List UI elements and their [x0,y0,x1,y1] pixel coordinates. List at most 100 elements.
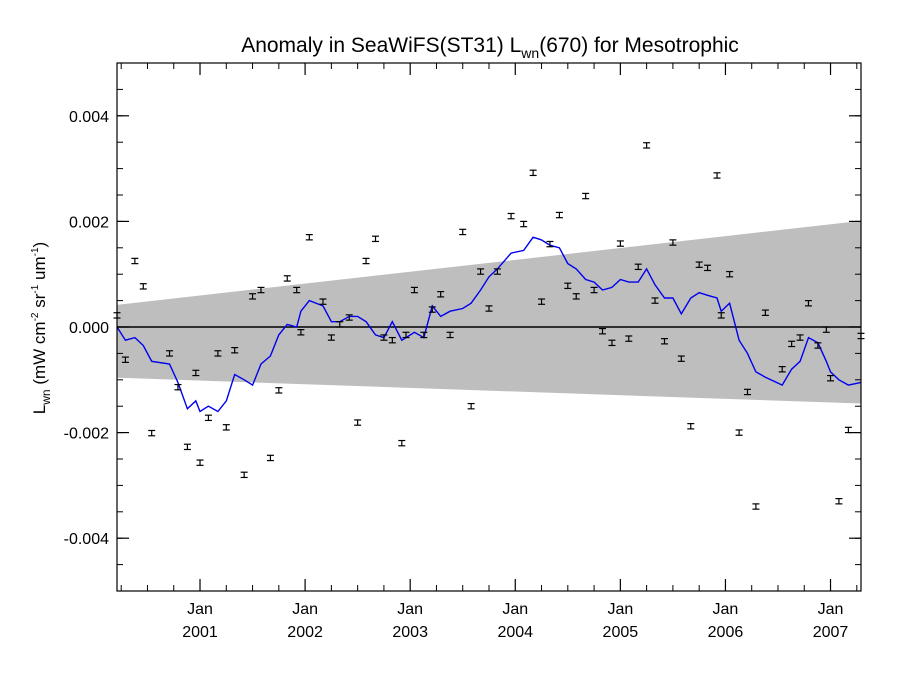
data-point [345,314,353,321]
data-point [814,342,822,349]
running-mean-layer [116,236,862,413]
chart-title: Anomaly in SeaWiFS(ST31) Lwn(670) for Me… [241,34,739,61]
data-point [410,286,418,294]
data-point [704,264,712,272]
y-tick-labels: 0.004 0.002 0.000 -0.002 -0.004 [64,109,109,548]
data-point [388,336,396,344]
data-point [572,293,580,300]
uncertainty-band [117,220,861,404]
x-tick-labels: Jan 2001 Jan 2002 Jan 2003 Jan 2004 Jan 2005 Jan 20… [182,601,848,641]
running-mean-line [116,236,862,413]
data-point [428,306,436,313]
data-point [131,257,139,265]
data-point [283,275,291,282]
data-point [608,339,616,347]
data-point [744,388,752,396]
data-point [485,305,493,312]
data-point [166,350,174,357]
data-point [305,234,313,241]
y-tick-label: 0.002 [69,214,109,231]
data-point [336,321,344,328]
data-point [788,340,796,348]
data-point [520,220,528,228]
data-point [717,312,725,319]
data-point [555,211,563,219]
data-point [726,270,734,278]
data-point [493,268,501,275]
data-point [380,334,388,341]
y-tick-label: -0.004 [64,531,109,548]
data-point [402,331,410,339]
y-tick-label: 0.004 [69,109,109,126]
data-point [354,419,362,426]
data-point [529,169,537,177]
data-point [327,334,335,341]
data-point [598,327,606,335]
data-point [446,331,454,339]
data-points-layer [113,142,865,510]
data-point [139,283,147,290]
x-tick-label-month: Jan [713,601,739,618]
x-tick-label-month: Jan [502,601,528,618]
data-point [643,142,651,149]
y-tick-label: -0.002 [64,426,109,443]
x-tick-label-month: Jan [607,601,633,618]
data-point [761,309,769,316]
data-point [467,402,475,410]
data-point [695,261,703,268]
data-point [796,334,804,341]
data-point [420,331,428,339]
data-point [804,300,812,307]
data-point [507,212,515,220]
uncertainty-band-layer [117,220,861,404]
data-point [319,298,327,305]
data-point [174,383,182,391]
data-point [625,335,633,342]
data-point [183,443,191,451]
data-point [687,423,695,430]
data-point [669,239,677,246]
data-point [275,387,283,394]
data-point [677,355,685,362]
x-tick-label-year: 2005 [603,624,639,641]
x-tick-label-year: 2006 [708,624,744,641]
data-point [822,326,830,333]
data-point [214,350,222,357]
data-point [735,429,743,436]
x-tick-label-year: 2002 [287,624,323,641]
data-point [634,263,642,271]
axis-ticks-layer [117,63,861,591]
data-point [297,329,305,336]
x-tick-label-month: Jan [397,601,423,618]
data-point [231,346,239,354]
data-point [477,268,485,275]
data-point [362,257,370,265]
data-point [546,240,554,248]
data-point [257,286,265,294]
data-point [538,298,546,305]
data-point [121,356,129,363]
x-tick-label-year: 2007 [813,624,849,641]
data-point [372,235,380,243]
data-point [222,424,230,431]
data-point [192,369,200,377]
data-point [582,192,590,200]
y-tick-label: 0.000 [69,320,109,337]
data-point [240,471,248,479]
data-point [293,286,301,294]
x-tick-label-year: 2001 [182,624,218,641]
x-tick-label-year: 2004 [497,624,533,641]
x-tick-label-month: Jan [292,601,318,618]
data-point [651,297,659,304]
data-point [459,228,467,236]
data-point [564,282,572,290]
x-tick-label-month: Jan [818,601,844,618]
data-point [778,366,786,373]
data-point [398,439,406,447]
data-point [752,503,760,510]
x-tick-label-year: 2003 [392,624,428,641]
plot-frame [116,62,862,592]
data-point [713,172,721,179]
data-point [827,374,835,382]
